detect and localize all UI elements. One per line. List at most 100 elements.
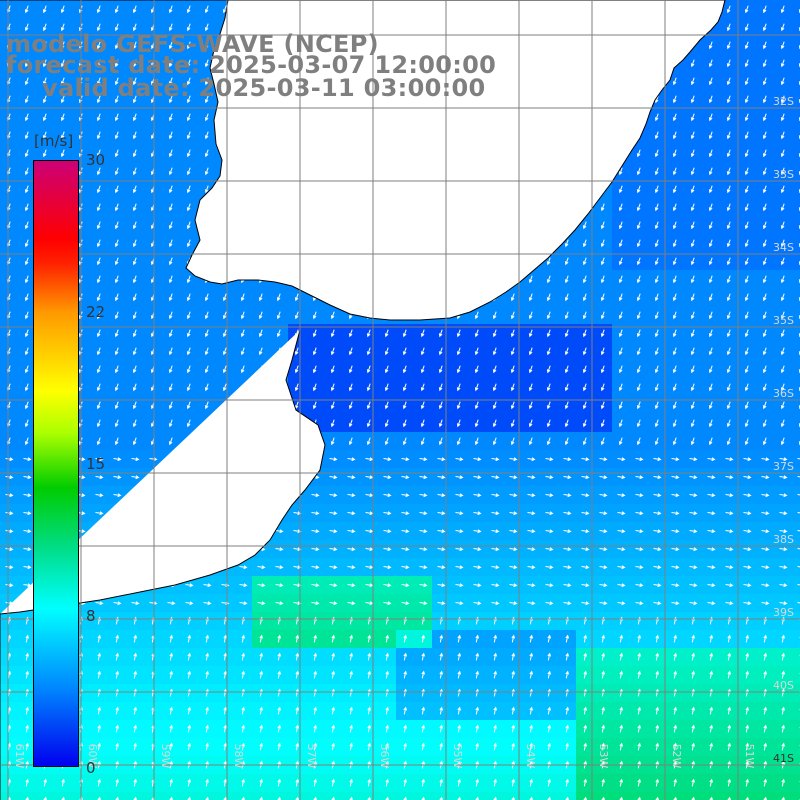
wind-cell: [468, 342, 487, 361]
wind-arrow: [617, 601, 626, 606]
wind-cell: [738, 234, 757, 253]
wind-cell: [270, 702, 289, 721]
wind-arrow: [402, 347, 407, 356]
wind-arrow: [186, 149, 191, 158]
wind-cell: [522, 702, 541, 721]
wind-cell: [342, 630, 361, 649]
wind-cell: [594, 774, 613, 793]
wind-arrow: [691, 778, 696, 787]
wind-cell: [468, 360, 487, 379]
wind-cell: [36, 126, 55, 145]
wind-cell: [270, 774, 289, 793]
wind-arrow: [169, 778, 174, 787]
wind-arrow: [96, 185, 101, 194]
wind-arrow: [744, 239, 749, 248]
wind-arrow: [168, 221, 173, 230]
wind-arrow: [347, 601, 356, 606]
wind-arrow: [690, 437, 695, 446]
wind-arrow: [492, 401, 497, 410]
wind-cell: [648, 378, 667, 397]
wind-arrow: [132, 113, 137, 122]
wind-arrow: [330, 419, 335, 428]
wind-cell: [666, 720, 685, 739]
wind-arrow: [581, 511, 590, 516]
wind-arrow: [708, 437, 713, 446]
wind-arrow: [762, 5, 767, 14]
wind-cell: [126, 792, 145, 800]
wind-cell: [162, 738, 181, 757]
wind-cell: [666, 360, 685, 379]
wind-arrow: [457, 688, 462, 697]
wind-cell: [432, 342, 451, 361]
wind-cell: [630, 288, 649, 307]
wind-arrow: [223, 634, 228, 643]
wind-arrow: [312, 311, 317, 320]
wind-arrow: [708, 167, 713, 176]
wind-arrow: [780, 419, 785, 428]
wind-arrow: [583, 778, 588, 787]
colorbar-unit: [m/s]: [34, 132, 74, 150]
wind-cell: [504, 414, 523, 433]
wind-arrow: [547, 706, 552, 715]
wind-arrow: [96, 365, 101, 374]
wind-cell: [774, 108, 793, 127]
wind-cell: [306, 360, 325, 379]
wind-cell: [450, 396, 469, 415]
wind-arrow: [797, 548, 800, 550]
wind-arrow: [132, 347, 137, 356]
wind-arrow: [563, 583, 572, 588]
wind-arrow: [457, 652, 462, 661]
wind-cell: [702, 360, 721, 379]
wind-cell: [720, 324, 739, 343]
wind-arrow: [367, 634, 372, 643]
wind-cell: [414, 738, 433, 757]
wind-arrow: [204, 59, 209, 68]
wind-arrow: [492, 383, 497, 392]
wind-arrow: [133, 724, 138, 733]
wind-cell: [774, 612, 793, 631]
wind-arrow: [725, 511, 734, 516]
wind-cell: [648, 342, 667, 361]
wind-arrow: [24, 293, 29, 302]
wind-arrow: [653, 475, 662, 480]
wind-arrow: [672, 275, 677, 284]
wind-cell: [720, 90, 739, 109]
wind-cell: [342, 414, 361, 433]
wind-arrow: [780, 383, 785, 392]
wind-cell: [774, 414, 793, 433]
wind-arrow: [673, 688, 678, 697]
wind-arrow: [545, 529, 554, 534]
wind-cell: [486, 396, 505, 415]
wind-arrow: [383, 583, 392, 588]
wind-cell: [54, 774, 73, 793]
wind-arrow: [383, 529, 392, 534]
wind-cell: [0, 324, 19, 343]
wind-cell: [90, 666, 109, 685]
wind-arrow: [366, 437, 371, 446]
wind-arrow: [637, 652, 642, 661]
wind-arrow: [349, 634, 354, 643]
wind-cell: [396, 432, 415, 451]
wind-arrow: [636, 239, 641, 248]
wind-arrow: [473, 529, 482, 534]
wind-arrow: [115, 688, 120, 697]
wind-arrow: [24, 311, 29, 320]
wind-arrow: [779, 565, 788, 570]
wind-arrow: [384, 401, 389, 410]
wind-arrow: [204, 5, 209, 14]
wind-arrow: [330, 437, 335, 446]
wind-cell: [90, 72, 109, 91]
wind-arrow: [546, 311, 551, 320]
wind-arrow: [222, 311, 227, 320]
wind-arrow: [618, 167, 623, 176]
wind-arrow: [744, 5, 749, 14]
wind-arrow: [601, 724, 606, 733]
wind-arrow: [582, 437, 587, 446]
lon-label: 60W: [86, 744, 99, 769]
wind-arrow: [349, 652, 354, 661]
wind-arrow: [275, 565, 284, 570]
wind-arrow: [690, 401, 695, 410]
wind-cell: [576, 702, 595, 721]
wind-arrow: [455, 475, 464, 480]
wind-cell: [342, 612, 361, 631]
